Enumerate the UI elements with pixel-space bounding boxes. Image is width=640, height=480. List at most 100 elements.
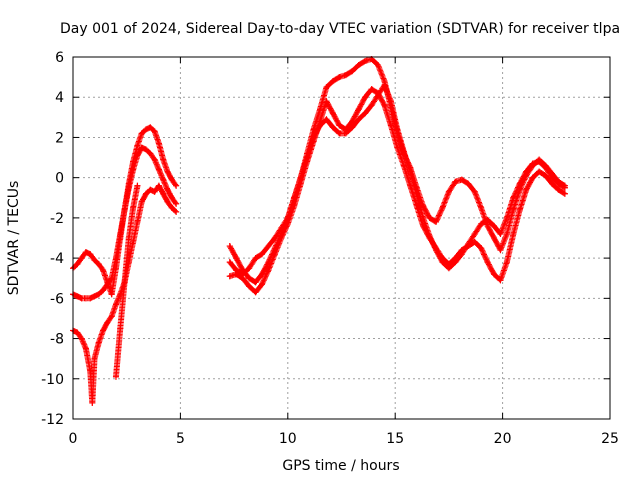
- data-point: [329, 78, 336, 85]
- y-tick-label: -6: [50, 291, 64, 307]
- data-point: [317, 122, 324, 129]
- y-tick-label: -4: [50, 251, 64, 267]
- data-point: [484, 216, 491, 223]
- data-point: [91, 257, 98, 264]
- data-point: [226, 259, 233, 266]
- data-point: [265, 259, 272, 266]
- data-point: [561, 190, 568, 197]
- data-point: [104, 319, 111, 326]
- series-arc-2c: [226, 82, 568, 286]
- data-point: [368, 86, 375, 93]
- data-point: [291, 194, 298, 201]
- data-point: [536, 158, 543, 165]
- data-point: [134, 218, 141, 225]
- y-tick-label: -2: [50, 211, 64, 227]
- y-tick-label: 4: [55, 90, 64, 106]
- data-point: [387, 98, 394, 105]
- data-point: [74, 293, 81, 300]
- data-point: [510, 194, 517, 201]
- data-point: [561, 184, 568, 191]
- data-point: [112, 255, 119, 262]
- data-point: [458, 176, 465, 183]
- data-point: [233, 255, 240, 262]
- data-point: [439, 259, 446, 266]
- data-point: [426, 214, 433, 221]
- data-point: [362, 94, 369, 101]
- data-point: [78, 255, 85, 262]
- data-point: [138, 144, 145, 151]
- data-point: [329, 124, 336, 131]
- data-point: [130, 166, 137, 173]
- data-point: [491, 222, 498, 229]
- data-point: [516, 206, 523, 213]
- data-point: [112, 301, 119, 308]
- data-point: [503, 230, 510, 237]
- data-point: [164, 198, 171, 205]
- data-point: [549, 174, 556, 181]
- data-point: [226, 243, 233, 250]
- axis-ticks: 0 5 10 15 20 25 -12 -10 -8 -6 -4 -2 0 2 4 6: [41, 50, 619, 447]
- data-point: [173, 182, 180, 189]
- data-point: [164, 168, 171, 175]
- data-point: [78, 335, 85, 342]
- data-point: [95, 291, 102, 298]
- data-point: [164, 186, 171, 193]
- data-marks: [70, 56, 568, 406]
- chart-title: Day 001 of 2024, Sidereal Day-to-day VTE…: [60, 21, 620, 37]
- data-point: [74, 261, 81, 268]
- data-point: [143, 126, 150, 133]
- data-point: [478, 245, 485, 252]
- data-point: [471, 239, 478, 246]
- data-point: [458, 251, 465, 258]
- data-point: [173, 200, 180, 207]
- data-point: [100, 287, 107, 294]
- data-point: [284, 214, 291, 221]
- series-arc-1b: [70, 144, 180, 302]
- data-point: [125, 184, 132, 191]
- data-point: [87, 367, 94, 374]
- x-tick-label: 15: [386, 431, 404, 447]
- data-point: [151, 156, 158, 163]
- x-tick-label: 0: [69, 431, 78, 447]
- data-point: [117, 230, 124, 237]
- data-point: [233, 271, 240, 278]
- data-point: [368, 102, 375, 109]
- data-point: [407, 168, 414, 175]
- data-point: [523, 186, 530, 193]
- data-point: [394, 126, 401, 133]
- data-point: [510, 230, 517, 237]
- data-point: [445, 265, 452, 272]
- data-point: [138, 130, 145, 137]
- data-point: [529, 174, 536, 181]
- data-point: [439, 204, 446, 211]
- data-point: [147, 150, 154, 157]
- data-point: [151, 188, 158, 195]
- data-point: [95, 261, 102, 268]
- data-point: [82, 345, 89, 352]
- data-point: [355, 106, 362, 113]
- data-point: [297, 174, 304, 181]
- data-point: [426, 232, 433, 239]
- data-point: [95, 339, 102, 346]
- data-point: [497, 230, 504, 237]
- data-point: [130, 204, 137, 211]
- y-tick-label: 6: [55, 50, 64, 66]
- data-point: [362, 110, 369, 117]
- data-point: [259, 281, 266, 288]
- data-point: [259, 271, 266, 278]
- data-point: [445, 188, 452, 195]
- data-point: [471, 188, 478, 195]
- data-point: [555, 186, 562, 193]
- data-point: [336, 130, 343, 137]
- data-point: [252, 279, 259, 286]
- data-point: [155, 182, 162, 189]
- data-point: [555, 180, 562, 187]
- data-point: [108, 291, 115, 298]
- data-point: [503, 214, 510, 221]
- data-point: [400, 162, 407, 169]
- data-point: [413, 190, 420, 197]
- data-point: [387, 122, 394, 129]
- data-point: [355, 62, 362, 69]
- data-point: [246, 265, 253, 272]
- data-point: [138, 198, 145, 205]
